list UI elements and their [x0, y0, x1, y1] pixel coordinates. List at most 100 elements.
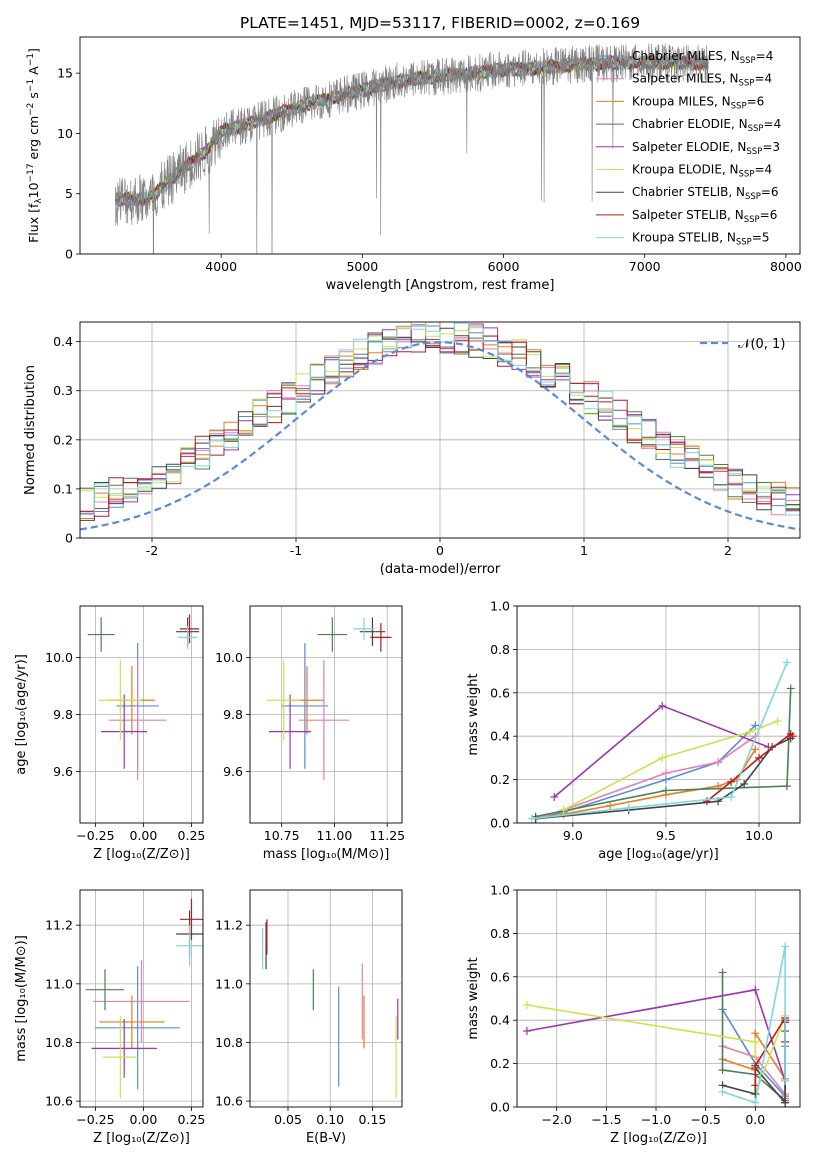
data-marker — [786, 684, 795, 693]
data-marker — [559, 805, 568, 814]
series-kroupa-stelib — [718, 942, 790, 1107]
errorbar-chabrier-elodie — [85, 969, 125, 1011]
data-marker — [727, 777, 736, 786]
age-vs-Z-y-label: age [log₁₀(age/yr)] — [14, 654, 29, 775]
errorbar-kroupa-elodie — [266, 660, 301, 741]
mass-vs-EBV-points — [262, 919, 399, 1099]
data-marker — [714, 758, 723, 767]
x-tick-label: −2.0 — [542, 1112, 572, 1127]
data-marker — [718, 1087, 727, 1096]
errorbar-salpeter-stelib — [179, 614, 200, 644]
weight-vs-age-frame — [516, 605, 801, 824]
x-tick-label: 11.00 — [317, 828, 353, 843]
errorbar-kroupa-elodie — [103, 1016, 138, 1099]
y-label-part: 10 — [26, 182, 41, 198]
data-marker — [782, 658, 791, 667]
hist-salpeter-elodie — [80, 322, 800, 515]
y-tick-label: 0.2 — [53, 432, 73, 447]
data-marker — [718, 1066, 727, 1075]
weight-vs-Z-frame — [516, 889, 801, 1108]
x-tick-label: 10.75 — [264, 828, 300, 843]
errorbar-salpeter-elodie — [269, 694, 312, 769]
residuals-x-label: (data-model)/error — [380, 562, 501, 577]
series-line — [563, 720, 778, 811]
series-line — [535, 688, 792, 818]
age-vs-mass-frame — [249, 605, 403, 824]
data-marker — [702, 797, 711, 806]
y-tick-label: 11.0 — [45, 976, 73, 991]
x-tick-label: 0.25 — [178, 828, 206, 843]
data-marker — [781, 1076, 790, 1085]
y-tick-label: 0.0 — [490, 816, 510, 831]
x-tick-label: 5000 — [346, 259, 378, 274]
legend-label: Salpeter MILES, NSSP=4 — [632, 72, 772, 89]
x-tick-label: 0.05 — [274, 1112, 302, 1127]
y-tick-label: 1.0 — [490, 883, 510, 898]
errorbar-chabrier-elodie — [87, 617, 115, 652]
hist-kroupa-stelib — [80, 322, 800, 516]
data-marker — [751, 745, 760, 754]
errorbar-salpeter-stelib — [179, 898, 203, 940]
errorbar-salpeter-miles — [108, 660, 167, 781]
legend-label: Kroupa ELODIE, NSSP=4 — [632, 163, 772, 180]
errorbar-kroupa-miles — [99, 995, 165, 1049]
residuals-y-label: Normed distribution — [23, 365, 38, 495]
x-tick-label: 11.25 — [369, 828, 405, 843]
y-tick-label: 10.8 — [45, 1035, 73, 1050]
x-tick-label: 9.5 — [656, 828, 676, 843]
y-tick-label: 10.8 — [215, 1035, 243, 1050]
mass-vs-Z-y-label: mass [log₁₀(M/M⊙)] — [14, 935, 29, 1062]
series-salpeter-elodie — [550, 701, 773, 801]
data-marker — [781, 942, 790, 951]
residuals-frame — [79, 321, 801, 539]
series-kroupa-elodie — [559, 717, 782, 814]
data-marker — [745, 727, 754, 736]
x-tick-label: 8000 — [770, 259, 802, 274]
x-tick-label: 9.0 — [563, 828, 583, 843]
y-label-part: −1 — [26, 79, 36, 92]
errorbar-salpeter-stelib — [370, 623, 392, 652]
mass-vs-EBV-frame — [249, 889, 403, 1108]
x-tick-label: −0.25 — [76, 1112, 114, 1127]
y-tick-label: 0.1 — [53, 481, 73, 496]
y-tick-label: 0.2 — [490, 1056, 510, 1071]
normal-reference-curve — [80, 341, 800, 531]
x-tick-label: 6000 — [488, 259, 520, 274]
errorbar-chabrier-elodie — [317, 617, 348, 652]
spectrum-x-label: wavelength [Angstrom, rest frame] — [326, 278, 555, 293]
y-tick-label: 11.2 — [215, 918, 243, 933]
data-marker — [773, 717, 782, 726]
weight-vs-Z-series — [522, 942, 790, 1107]
legend-label: Kroupa STELIB, NSSP=5 — [632, 231, 770, 248]
y-tick-label: 0.6 — [490, 969, 510, 984]
data-marker — [727, 792, 736, 801]
errorbar-salpeter-miles — [93, 960, 190, 1043]
x-tick-label: 0.15 — [359, 1112, 387, 1127]
age-vs-Z-frame — [79, 605, 204, 824]
data-marker — [751, 985, 760, 994]
data-marker — [751, 1037, 760, 1046]
x-tick-label: 0.00 — [130, 1112, 158, 1127]
age-vs-mass-points — [266, 617, 392, 781]
series-salpeter-stelib — [702, 730, 797, 806]
mass-vs-Z-frame — [79, 889, 204, 1108]
data-marker — [718, 968, 727, 977]
age-vs-mass-axes: 10.75 11.00 11.25 9.6 9.8 10.0 — [215, 606, 405, 843]
errorbar-chabrier-miles — [95, 966, 180, 1090]
weight-vs-Z-x-label: Z [log₁₀(Z/Z⊙)] — [610, 1131, 707, 1146]
data-marker — [751, 1098, 760, 1107]
y-label-part: erg cm — [26, 116, 41, 164]
data-marker — [624, 803, 633, 812]
y-tick-label: 0.4 — [490, 729, 510, 744]
data-marker — [751, 1061, 760, 1070]
legend-label: 𝒩(0, 1) — [738, 337, 785, 352]
weight-vs-Z-y-label: mass weight — [466, 957, 481, 1039]
data-marker — [751, 1029, 760, 1038]
age-vs-Z-axes: −0.25 0.00 0.25 9.6 9.8 10.0 — [45, 606, 205, 843]
series-kroupa-stelib — [527, 658, 791, 823]
spectrum-frame — [79, 36, 801, 255]
y-tick-label: 10.0 — [45, 650, 73, 665]
errorbar-kroupa-stelib — [178, 625, 198, 649]
data-marker — [661, 786, 670, 795]
legend-label: Kroupa MILES, NSSP=6 — [632, 94, 764, 111]
